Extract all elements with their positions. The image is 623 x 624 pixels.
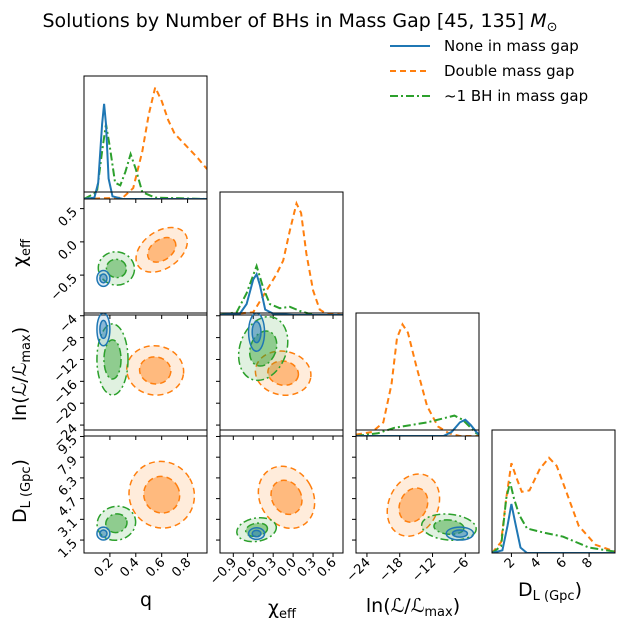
axes-frame: [219, 312, 344, 437]
marginal-q-none: [84, 103, 207, 199]
x-tick-label: −24: [344, 555, 374, 585]
contour-inner-none: [251, 529, 262, 538]
x-tick-label: 0.2: [91, 555, 116, 580]
marginal-lnL-one: [356, 414, 479, 436]
marginal-chi-double: [220, 200, 343, 315]
legend-label-one: ~1 BH in mass gap: [444, 87, 588, 105]
contour-outer-one: [420, 513, 477, 541]
contour-inner-none: [99, 273, 108, 284]
contour-inner-double: [146, 236, 177, 263]
axes-frame: [219, 191, 344, 316]
chart-title: Solutions by Number of BHs in Mass Gap […: [42, 10, 557, 35]
axis-label: ln(ℒ/ℒmax): [9, 327, 34, 421]
x-tick-label: 0.4: [117, 555, 142, 580]
contour-outer-none: [445, 526, 475, 541]
contour-inner-double: [398, 487, 429, 523]
axis-label: χeff: [268, 597, 297, 622]
contour-inner-one: [248, 330, 278, 367]
contour-outer-double: [257, 465, 316, 530]
axes-frame: [219, 429, 344, 554]
panel-3-0: 0.2 0.4 0.6 0.81.53.14.76.37.99.5: [56, 429, 208, 580]
panel-1-1: [219, 191, 344, 319]
y-tick-label: 3.1: [56, 516, 81, 541]
contour-outer-one: [237, 315, 289, 382]
contour-inner-none: [99, 319, 108, 340]
axes-frame: [355, 429, 480, 554]
marginal-lnL-none: [356, 418, 479, 436]
panel-2-0: −4−8−12−16−20−24: [51, 312, 208, 451]
contour-inner-double: [142, 475, 181, 514]
x-tick-label: 0.6: [143, 555, 168, 580]
axes-frame: [83, 191, 208, 316]
x-tick-label: −6: [448, 555, 472, 579]
axis-label: q: [140, 589, 152, 611]
contour-outer-double: [135, 226, 189, 273]
panel-2-2: [355, 312, 480, 440]
contour-inner-double: [138, 356, 172, 385]
y-tick-label: −4: [57, 312, 81, 336]
legend-label-none: None in mass gap: [444, 37, 579, 55]
axis-label: DL (Gpc): [518, 579, 582, 604]
contour-inner-none: [99, 529, 108, 538]
contour-inner-double: [270, 479, 303, 516]
axis-label: ln(ℒ/ℒmax): [366, 595, 460, 620]
contour-inner-none: [251, 320, 262, 344]
contour-outer-none: [96, 313, 111, 347]
axes-frame: [355, 312, 480, 437]
y-tick-label: 6.3: [56, 474, 81, 499]
contour-outer-double: [254, 350, 312, 396]
x-tick-label: 4: [528, 555, 544, 571]
y-tick-label: 7.9: [56, 453, 81, 478]
panel-3-1: −0.9−0.6−0.30.00.30.6: [207, 429, 344, 588]
marginal-dl-none: [492, 503, 615, 553]
axes-frame: [83, 429, 208, 554]
contour-inner-double: [267, 360, 300, 387]
contour-inner-one: [105, 258, 128, 279]
y-tick-label: 4.7: [56, 495, 81, 520]
contour-outer-none: [96, 526, 111, 541]
panel-1-0: −0.5 0.0 0.5: [48, 191, 208, 319]
y-tick-label: 1.5: [56, 536, 81, 561]
contour-outer-none: [247, 527, 266, 541]
axes-frame: [83, 312, 208, 437]
contour-inner-one: [103, 339, 122, 380]
legend-label-double: Double mass gap: [444, 62, 574, 80]
y-tick-label: −8: [57, 334, 81, 358]
x-tick-label: 0.8: [169, 555, 194, 580]
contour-outer-none: [247, 313, 266, 353]
panel-2-1: [216, 312, 344, 440]
x-tick-label: 6: [554, 555, 570, 571]
contour-outer-none: [96, 269, 111, 288]
x-tick-label: 0.6: [315, 555, 340, 580]
contour-outer-one: [96, 323, 129, 396]
x-tick-label: 8: [579, 555, 595, 571]
marginal-q-one: [84, 124, 207, 199]
x-tick-label: 2: [502, 555, 518, 571]
contour-inner-one: [105, 513, 128, 534]
marginal-q-double: [84, 84, 207, 199]
contour-inner-none: [451, 529, 469, 538]
y-tick-label: 0.0: [56, 238, 81, 263]
contour-outer-double: [128, 460, 196, 529]
x-tick-label: −12: [409, 555, 439, 585]
panel-3-2: −24 −18 −12 −6: [344, 429, 480, 585]
y-tick-label: −0.5: [48, 271, 81, 304]
axes-frame: [83, 75, 208, 200]
axes-frame: [491, 429, 616, 554]
axis-label: DL (Gpc): [9, 459, 34, 523]
marginal-chi-none: [220, 271, 343, 315]
marginal-dl-one: [492, 482, 615, 553]
axis-label: χeff: [9, 238, 34, 267]
x-tick-label: −18: [377, 555, 407, 585]
y-tick-label: 0.5: [56, 205, 81, 230]
marginal-chi-one: [220, 262, 343, 315]
legend: None in mass gap Double mass gap ~1 BH in …: [390, 37, 588, 105]
panel-0-0: [83, 75, 208, 203]
